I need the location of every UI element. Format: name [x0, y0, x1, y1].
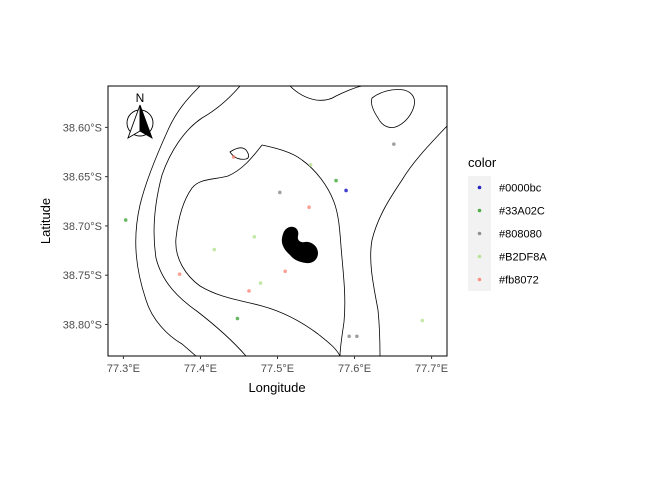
x-tick-label: 77.7°E [415, 363, 448, 375]
data-point [252, 234, 257, 239]
legend-key-point [477, 254, 482, 259]
contour-third [175, 144, 341, 356]
data-point [344, 188, 348, 193]
y-axis-title: Latitude [38, 198, 53, 244]
data-point [420, 318, 425, 323]
legend-key-point [477, 231, 482, 236]
data-point [278, 190, 282, 195]
data-point [258, 281, 263, 285]
y-axis: 38.60°S 38.65°S 38.70°S 38.75°S 38.80°S [63, 122, 108, 331]
contour-second [153, 86, 247, 356]
x-tick-label: 77.5°E [261, 363, 294, 375]
contour-inner [289, 86, 363, 101]
data-point [355, 334, 359, 339]
data-point [334, 178, 338, 183]
data-point [212, 247, 217, 252]
x-tick-label: 77.6°E [338, 363, 371, 375]
contour-top-right-loop [371, 89, 415, 128]
contour-right-upper [370, 125, 447, 356]
island-shape [281, 226, 318, 264]
x-axis: 77.3°E 77.4°E 77.5°E 77.6°E 77.7°E [107, 356, 448, 375]
contour-third-right [261, 144, 346, 356]
x-tick-label: 77.3°E [107, 363, 140, 375]
legend-label: #0000bc [499, 183, 542, 195]
data-point [392, 142, 396, 146]
legend: color #0000bc #33A02C #808080 #B2DF8A #fb807… [468, 155, 547, 291]
contour-lines [135, 86, 447, 356]
legend-title: color [468, 155, 497, 170]
points-layer [123, 142, 425, 339]
x-axis-title: Longitude [248, 380, 305, 395]
contour-outer-left [135, 86, 201, 356]
legend-label: #B2DF8A [499, 252, 547, 264]
contour-small-loop [229, 147, 250, 160]
data-point [308, 163, 313, 167]
data-point [247, 289, 251, 293]
y-tick-label: 38.60°S [63, 122, 102, 134]
north-arrow: N [126, 91, 154, 140]
data-point [283, 269, 288, 274]
y-tick-label: 38.65°S [63, 172, 102, 184]
y-tick-label: 38.70°S [63, 221, 102, 233]
data-point [177, 272, 182, 277]
legend-label: #fb8072 [499, 275, 539, 287]
data-point [123, 218, 128, 222]
legend-label: #808080 [499, 229, 542, 241]
y-tick-label: 38.75°S [63, 270, 102, 282]
north-arrow-right-half [139, 104, 153, 140]
north-arrow-label: N [136, 91, 145, 105]
data-point [231, 155, 236, 159]
legend-label: #33A02C [499, 206, 545, 218]
legend-key-point [477, 277, 482, 282]
legend-key-point [477, 185, 482, 190]
data-point [235, 316, 240, 321]
data-point [347, 334, 351, 339]
y-tick-label: 38.80°S [63, 319, 102, 331]
legend-key-point [477, 208, 482, 213]
data-point [307, 205, 311, 210]
x-tick-label: 77.4°E [184, 363, 217, 375]
